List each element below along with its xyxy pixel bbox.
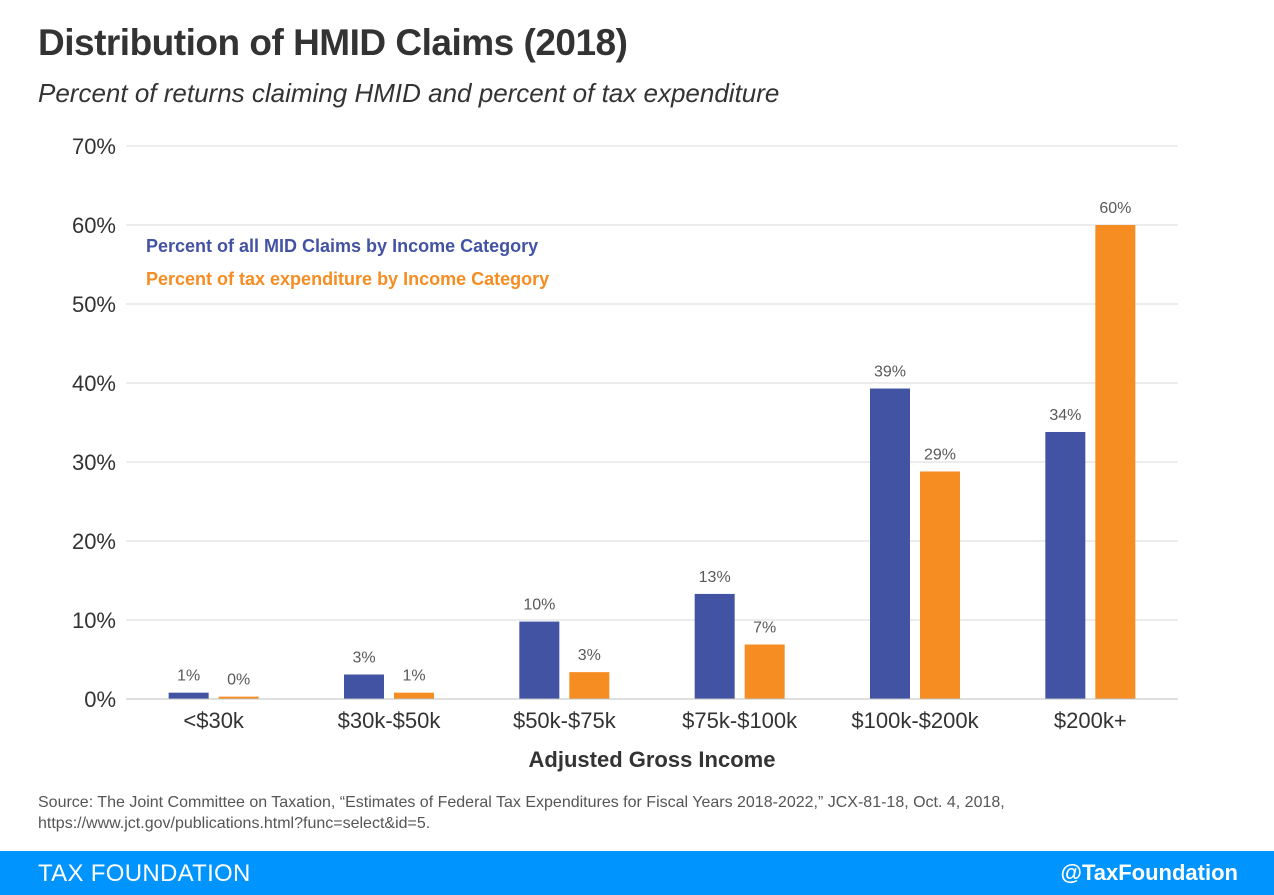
data-label: 1% (177, 668, 200, 685)
bar (920, 471, 960, 699)
bars (168, 225, 1136, 699)
y-tick-label: 30% (72, 450, 116, 475)
data-label: 29% (924, 446, 956, 463)
y-tick-label: 50% (72, 292, 116, 317)
x-tick-label: $50k-$75k (513, 708, 617, 733)
data-label: 7% (753, 619, 776, 636)
data-label: 60% (1099, 200, 1131, 217)
x-axis-title: Adjusted Gross Income (529, 747, 776, 772)
bar (519, 621, 560, 699)
data-label: 13% (699, 569, 731, 586)
bar (569, 672, 610, 699)
data-labels: 1% 0% 3% 1% 10% 3% 13% 7% 39% 29% 34% 60% (177, 200, 1131, 689)
y-tick-label: 10% (72, 608, 116, 633)
footer-bar: TAX FOUNDATION @TaxFoundation (0, 851, 1274, 895)
bar (344, 674, 384, 699)
y-axis: 0% 10% 20% 30% 40% 50% 60% 70% (72, 134, 116, 712)
legend-entry: Percent of all MID Claims by Income Cate… (146, 236, 538, 256)
bar-chart: 0% 10% 20% 30% 40% 50% 60% 70% 1% 0% 3% 1% 10% 3% 13%… (72, 134, 1178, 772)
data-label: 0% (227, 672, 250, 689)
legend: Percent of all MID Claims by Income Cate… (146, 236, 549, 289)
x-axis: <$30k $30k-$50k $50k-$75k $75k-$100k $100k-$… (126, 698, 1178, 733)
y-tick-label: 60% (72, 213, 116, 238)
y-tick-label: 0% (84, 687, 116, 712)
data-label: 3% (352, 650, 375, 667)
footer-brand: TAX FOUNDATION (38, 860, 251, 887)
data-label: 39% (874, 364, 906, 381)
x-tick-label: <$30k (183, 708, 245, 733)
chart-subtitle: Percent of returns claiming HMID and per… (38, 78, 780, 108)
y-tick-label: 40% (72, 371, 116, 396)
x-tick-label: $75k-$100k (682, 708, 798, 733)
bar (744, 644, 785, 699)
bar (870, 388, 910, 699)
bar (1045, 431, 1086, 699)
bar (694, 593, 735, 699)
bar (394, 692, 434, 699)
y-tick-label: 70% (72, 134, 116, 159)
bar (218, 696, 259, 699)
data-label: 10% (523, 597, 555, 614)
x-tick-label: $30k-$50k (338, 708, 442, 733)
data-label: 1% (402, 668, 425, 685)
bar (1095, 225, 1136, 699)
source-note: Source: The Joint Committee on Taxation,… (38, 794, 1005, 832)
legend-entry: Percent of tax expenditure by Income Cat… (146, 269, 549, 289)
data-label: 3% (578, 647, 601, 664)
footer-handle: @TaxFoundation (1060, 860, 1238, 885)
gridlines (126, 145, 1178, 621)
x-tick-label: $100k-$200k (851, 708, 979, 733)
data-label: 34% (1049, 407, 1081, 424)
bar (168, 692, 209, 699)
x-tick-label: $200k+ (1054, 708, 1127, 733)
chart-title: Distribution of HMID Claims (2018) (38, 22, 628, 63)
y-tick-label: 20% (72, 529, 116, 554)
